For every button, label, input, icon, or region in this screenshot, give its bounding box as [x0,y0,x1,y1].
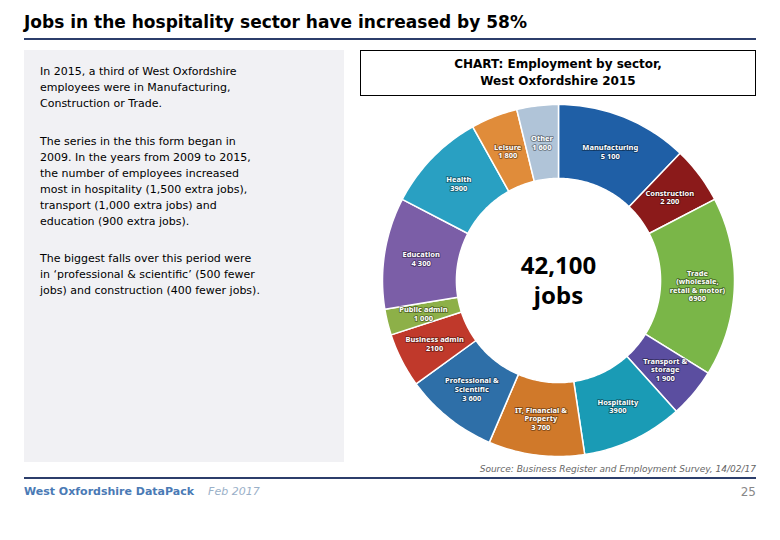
svg-text:Public admin1 000: Public admin1 000 [399,304,447,323]
svg-text:Business admin2100: Business admin2100 [405,334,463,353]
svg-text:42,100: 42,100 [521,248,596,281]
svg-text:Manufacturing5 100: Manufacturing5 100 [582,141,638,160]
html-text:Jobs in the hospitality sector: Jobs in the hospitality sector have incr… [24,12,527,32]
svg-text:Construction2 200: Construction2 200 [645,187,694,206]
html-text:In 2015, a third of West Oxfor: In 2015, a third of West Oxfordshire emp… [40,65,237,110]
html-text:The biggest falls over this pe: The biggest falls over this period were … [40,252,260,298]
svg-text:Health3900: Health3900 [446,174,471,193]
svg-text:Hospitality3900: Hospitality3900 [597,396,639,415]
html-text:CHART: Employment by sector, W: CHART: Employment by sector, West Oxford… [454,57,662,88]
svg-text:Education4 300: Education4 300 [403,249,440,268]
html-text:Feb 2017: Feb 2017 [208,485,260,498]
svg-text:Other1 600: Other1 600 [531,132,554,151]
svg-text:Leisure1 800: Leisure1 800 [494,141,522,160]
html-text:The series in the this form be: The series in the this form began in 200… [40,134,251,228]
svg-text:Transport &storage1 900: Transport &storage1 900 [643,355,687,382]
svg-text:Professional &Scientific3 600: Professional &Scientific3 600 [445,375,499,402]
html-text:Source: Business Register and: Source: Business Register and Employment… [479,464,756,474]
html-text:25: 25 [740,485,756,499]
html-text:West Oxfordshire DataPack: West Oxfordshire DataPack [24,485,195,498]
svg-text:IT, Financial &Property3 700: IT, Financial &Property3 700 [515,404,567,431]
svg-text:Trade(wholesale,retail & motor: Trade(wholesale,retail & motor)6900 [670,267,726,303]
svg-text:jobs: jobs [532,278,583,311]
